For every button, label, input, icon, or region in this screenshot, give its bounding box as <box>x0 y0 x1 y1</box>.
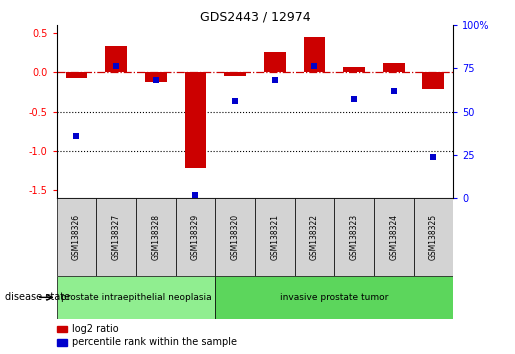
Bar <box>374 198 414 276</box>
Text: GSM138321: GSM138321 <box>270 214 279 260</box>
Text: log2 ratio: log2 ratio <box>72 324 119 334</box>
Text: GSM138324: GSM138324 <box>389 214 398 260</box>
Point <box>231 98 239 104</box>
Bar <box>96 198 136 276</box>
Point <box>350 97 358 102</box>
Bar <box>422 72 444 90</box>
Bar <box>105 46 127 72</box>
Bar <box>224 72 246 76</box>
Text: GSM138322: GSM138322 <box>310 214 319 260</box>
Point <box>271 78 279 83</box>
Bar <box>383 63 405 72</box>
Point <box>429 154 437 159</box>
Point <box>151 78 160 83</box>
Text: GSM138329: GSM138329 <box>191 214 200 260</box>
Bar <box>295 198 334 276</box>
Bar <box>215 198 255 276</box>
Text: disease state: disease state <box>5 292 70 302</box>
Point <box>389 88 398 93</box>
Bar <box>414 198 453 276</box>
Text: GSM138327: GSM138327 <box>112 214 121 260</box>
Bar <box>343 67 365 72</box>
Bar <box>303 38 325 72</box>
Point <box>72 133 80 139</box>
Bar <box>57 198 96 276</box>
Text: GSM138320: GSM138320 <box>231 214 239 260</box>
Point <box>191 192 199 198</box>
Point <box>112 64 120 69</box>
Bar <box>184 72 207 168</box>
Bar <box>145 72 167 81</box>
Text: GSM138328: GSM138328 <box>151 214 160 260</box>
Bar <box>264 52 286 72</box>
Text: GSM138323: GSM138323 <box>350 214 358 260</box>
Bar <box>57 276 215 319</box>
Bar <box>65 72 88 78</box>
Text: prostate intraepithelial neoplasia: prostate intraepithelial neoplasia <box>61 293 211 302</box>
Bar <box>176 198 215 276</box>
Bar <box>334 198 374 276</box>
Text: GSM138326: GSM138326 <box>72 214 81 260</box>
Bar <box>215 276 453 319</box>
Text: percentile rank within the sample: percentile rank within the sample <box>72 337 237 347</box>
Title: GDS2443 / 12974: GDS2443 / 12974 <box>200 11 310 24</box>
Bar <box>136 198 176 276</box>
Point <box>310 64 318 69</box>
Bar <box>255 198 295 276</box>
Text: invasive prostate tumor: invasive prostate tumor <box>280 293 388 302</box>
Text: GSM138325: GSM138325 <box>429 214 438 260</box>
